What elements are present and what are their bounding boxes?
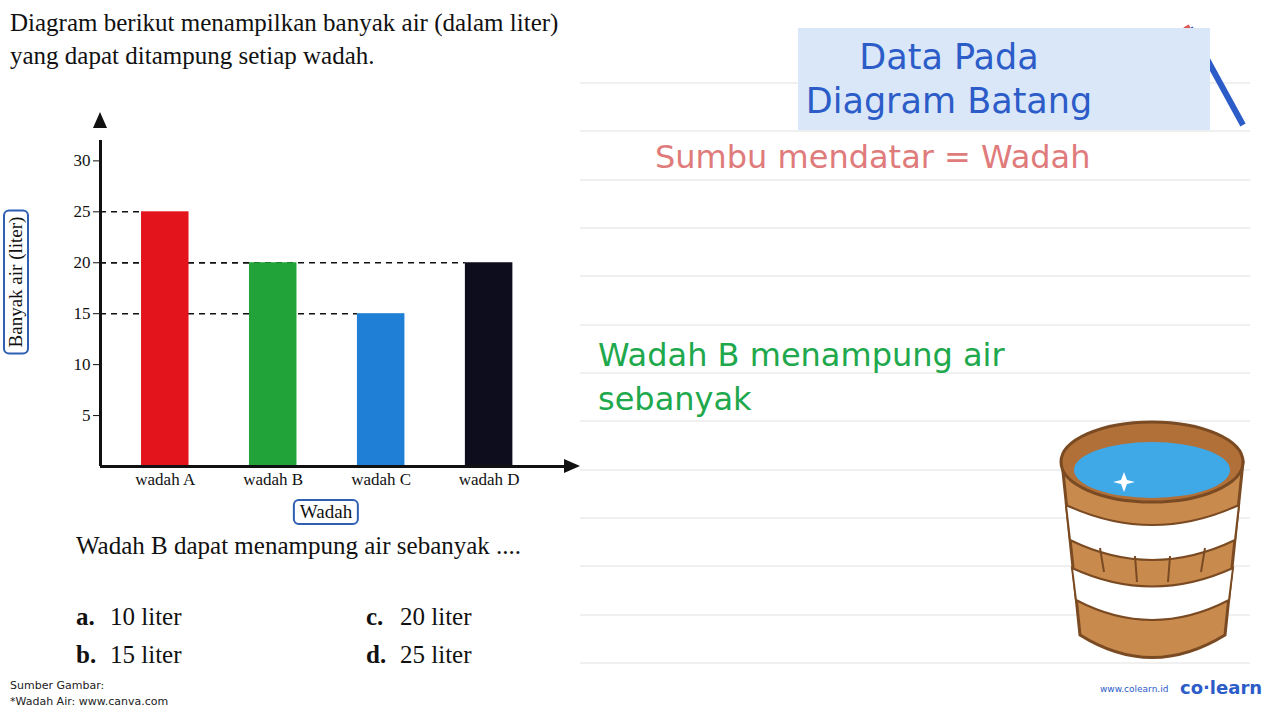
- html-text:Banyak air (liter): Banyak air (liter): [5, 216, 26, 348]
- html-text:d.: d.: [366, 641, 387, 668]
- html-text:Diagram berikut menampilkan ba: Diagram berikut menampilkan banyak air (…: [10, 9, 559, 69]
- html-text:a.: a.: [76, 603, 95, 630]
- html-text:co·learn: co·learn: [1180, 677, 1263, 698]
- html-text:Data Pada Diagram Batang: Data Pada Diagram Batang: [805, 37, 1093, 121]
- svg-text:10: 10: [74, 355, 91, 374]
- html-text:15 liter: 15 liter: [110, 641, 182, 668]
- html-text:25 liter: 25 liter: [400, 641, 472, 668]
- html-text:c.: c.: [366, 603, 384, 630]
- svg-text:wadah B: wadah B: [243, 470, 303, 489]
- html-text:*Wadah Air: www.canva.com: *Wadah Air: www.canva.com: [10, 695, 169, 708]
- html-text:20 liter: 20 liter: [400, 603, 472, 630]
- html-text:www.colearn.id: www.colearn.id: [1100, 684, 1169, 694]
- html-text:Sumber Gambar:: Sumber Gambar:: [10, 679, 105, 692]
- svg-text:20: 20: [74, 253, 91, 272]
- svg-text:25: 25: [74, 202, 91, 221]
- html-text:Wadah B menampung air sebanyak: Wadah B menampung air sebanyak: [598, 336, 1005, 418]
- html-text:10 liter: 10 liter: [110, 603, 182, 630]
- html-text:b.: b.: [76, 641, 97, 668]
- html-text:Wadah B dapat menampung air se: Wadah B dapat menampung air sebanyak ...…: [76, 532, 522, 559]
- svg-text:30: 30: [74, 151, 91, 170]
- svg-text:15: 15: [74, 304, 91, 323]
- svg-text:5: 5: [82, 406, 91, 425]
- svg-text:wadah D: wadah D: [459, 470, 520, 489]
- html-text:Sumbu mendatar = Wadah: Sumbu mendatar = Wadah: [655, 138, 1091, 176]
- svg-text:wadah A: wadah A: [135, 470, 196, 489]
- svg-text:wadah C: wadah C: [351, 470, 411, 489]
- html-text:Wadah: Wadah: [299, 501, 353, 522]
